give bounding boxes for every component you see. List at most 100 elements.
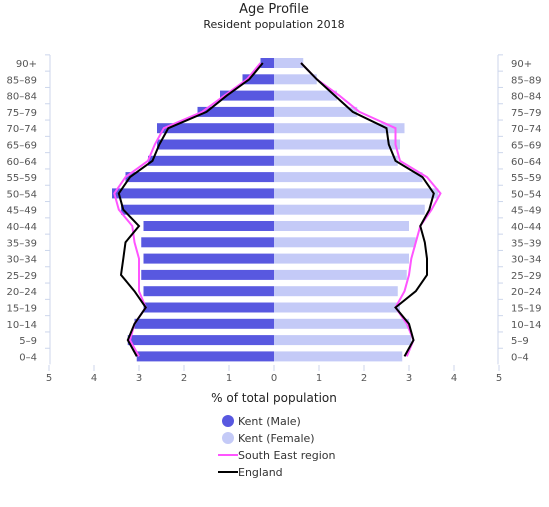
category-label-right: 45–49 bbox=[511, 206, 541, 217]
x-tick-label: 4 bbox=[91, 373, 97, 384]
bar bbox=[143, 253, 274, 264]
bars-layer bbox=[112, 58, 439, 362]
x-tick-label: 4 bbox=[451, 373, 457, 384]
x-tick-label: 0 bbox=[271, 373, 277, 384]
axis-layer: 90+ 90+ 85–89 85–89 80–84 80–84 75–79 75–79 70–7… bbox=[7, 54, 541, 384]
category-label-right: 50–54 bbox=[511, 189, 541, 200]
bar bbox=[274, 139, 400, 150]
bar bbox=[141, 269, 274, 280]
bar bbox=[274, 58, 304, 68]
category-label-left: 45–49 bbox=[7, 206, 37, 217]
category-label-right: 65–69 bbox=[511, 141, 541, 152]
x-tick-label: 2 bbox=[181, 373, 187, 384]
bar bbox=[274, 90, 337, 101]
bar bbox=[157, 139, 274, 150]
x-axis-label: % of total population bbox=[211, 391, 337, 405]
category-label-left: 75–79 bbox=[7, 108, 37, 119]
bar bbox=[127, 335, 274, 346]
category-label-left: 40–44 bbox=[7, 222, 37, 233]
category-label-right: 80–84 bbox=[511, 92, 541, 103]
category-label-right: 90+ bbox=[511, 59, 532, 70]
x-tick-label: 5 bbox=[496, 373, 502, 384]
category-label-right: 55–59 bbox=[511, 173, 541, 184]
bar bbox=[274, 155, 398, 166]
category-label-left: 0–4 bbox=[19, 352, 37, 363]
x-tick-label: 1 bbox=[226, 373, 232, 384]
legend: Kent (Male) Kent (Female) South East regio… bbox=[218, 415, 336, 479]
legend-symbol bbox=[222, 415, 234, 427]
x-tick-label: 2 bbox=[361, 373, 367, 384]
category-label-left: 70–74 bbox=[7, 124, 37, 135]
category-label-right: 75–79 bbox=[511, 108, 541, 119]
bar bbox=[274, 188, 439, 199]
legend-label: Kent (Female) bbox=[238, 432, 315, 445]
bar bbox=[260, 58, 274, 68]
category-label-left: 5–9 bbox=[19, 336, 37, 347]
category-label-right: 15–19 bbox=[511, 304, 541, 315]
bar bbox=[274, 172, 423, 183]
category-label-right: 40–44 bbox=[511, 222, 541, 233]
category-label-right: 5–9 bbox=[511, 336, 529, 347]
bar bbox=[274, 269, 407, 280]
chart-title: Age Profile bbox=[239, 2, 309, 17]
legend-label: England bbox=[238, 466, 283, 479]
bar bbox=[148, 155, 274, 166]
bar bbox=[274, 204, 425, 215]
bar bbox=[143, 302, 274, 313]
category-label-left: 60–64 bbox=[7, 157, 37, 168]
legend-label: Kent (Male) bbox=[238, 415, 301, 428]
category-label-right: 70–74 bbox=[511, 124, 541, 135]
legend-label: South East region bbox=[238, 449, 336, 462]
bar bbox=[274, 286, 398, 297]
bar bbox=[157, 123, 274, 134]
category-label-left: 90+ bbox=[16, 59, 37, 70]
bar bbox=[274, 302, 400, 313]
series-line-right bbox=[300, 62, 435, 357]
bar bbox=[274, 253, 409, 264]
category-label-left: 20–24 bbox=[7, 287, 37, 298]
category-label-right: 30–34 bbox=[511, 255, 541, 266]
category-label-left: 55–59 bbox=[7, 173, 37, 184]
x-tick-label: 3 bbox=[136, 373, 142, 384]
lines-layer bbox=[113, 62, 442, 357]
category-label-right: 10–14 bbox=[511, 320, 541, 331]
bar bbox=[274, 237, 416, 248]
chart-subtitle: Resident population 2018 bbox=[203, 18, 344, 31]
legend-symbol bbox=[222, 432, 234, 444]
bar bbox=[274, 74, 317, 85]
bar bbox=[134, 318, 274, 329]
category-label-right: 25–29 bbox=[511, 271, 541, 282]
bar bbox=[274, 106, 358, 117]
category-label-right: 60–64 bbox=[511, 157, 541, 168]
category-label-left: 50–54 bbox=[7, 189, 37, 200]
bar bbox=[136, 351, 274, 362]
bar bbox=[125, 172, 274, 183]
category-label-right: 20–24 bbox=[511, 287, 541, 298]
category-label-right: 35–39 bbox=[511, 238, 541, 249]
category-label-left: 25–29 bbox=[7, 271, 37, 282]
category-label-left: 30–34 bbox=[7, 255, 37, 266]
category-label-left: 80–84 bbox=[7, 92, 37, 103]
bar bbox=[197, 106, 274, 117]
series-line-left bbox=[117, 62, 264, 357]
bar bbox=[112, 188, 274, 199]
category-label-right: 0–4 bbox=[511, 352, 529, 363]
bar bbox=[242, 74, 274, 85]
x-tick-label: 3 bbox=[406, 373, 412, 384]
bar bbox=[143, 221, 274, 231]
category-label-left: 15–19 bbox=[7, 304, 37, 315]
bar bbox=[274, 123, 405, 134]
category-label-left: 65–69 bbox=[7, 141, 37, 152]
bar bbox=[274, 318, 409, 329]
category-label-left: 35–39 bbox=[7, 238, 37, 249]
category-label-right: 85–89 bbox=[511, 75, 541, 86]
bar bbox=[121, 204, 274, 215]
bar bbox=[274, 221, 409, 231]
bar bbox=[274, 335, 412, 346]
bar bbox=[274, 351, 403, 362]
category-label-left: 10–14 bbox=[7, 320, 37, 331]
bar bbox=[143, 286, 274, 297]
x-tick-label: 1 bbox=[316, 373, 322, 384]
